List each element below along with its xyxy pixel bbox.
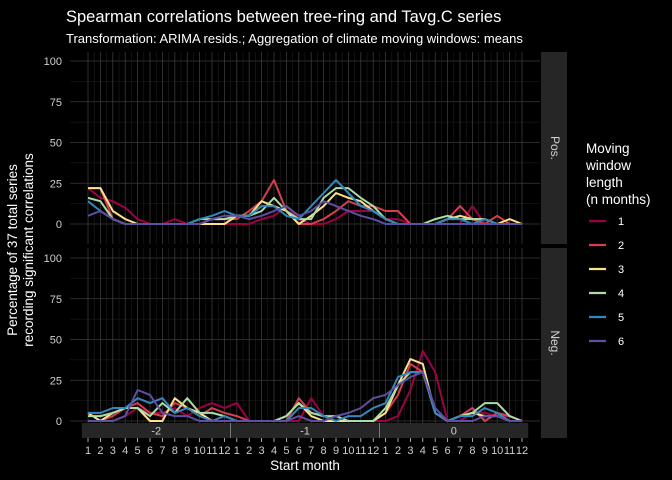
legend-items: 1 2 3 4 5 6 <box>589 216 624 348</box>
legend-label-6: 6 <box>618 336 624 348</box>
series-line-6-pos <box>87 200 522 225</box>
legend-label-2: 2 <box>618 240 624 252</box>
y-tick-label: 100 <box>44 56 62 68</box>
x-tick-label: 6 <box>147 445 153 457</box>
x-tick-label: 3 <box>407 445 413 457</box>
x-tick-label: 2 <box>246 445 252 457</box>
x-axis-ticks: 1 2 3 4 5 6 7 8 9 10 11 12 1 2 3 4 5 6 7 8 9 10 11 12 1 2 3 4 5 6 7 8 9 1… <box>85 438 528 457</box>
y-axis-label-line2: recording significant correlations <box>21 153 36 347</box>
facet-label-pos: Pos. <box>548 136 562 160</box>
year-group-band: -2 -1 0 <box>81 423 529 438</box>
year-group-label: 0 <box>451 426 457 438</box>
panel-neg-y-ticks: 0 25 50 75 100 <box>44 253 62 428</box>
x-tick-label: 10 <box>491 445 503 457</box>
legend-label-5: 5 <box>618 312 624 324</box>
year-group-label: -2 <box>151 426 161 438</box>
x-axis-label: Start month <box>270 458 340 473</box>
legend-title-line1: Moving <box>586 141 630 156</box>
facet-strip-neg <box>541 248 567 438</box>
x-tick-label: 1 <box>234 445 240 457</box>
y-tick-label: 0 <box>56 219 62 231</box>
x-tick-label: 8 <box>321 445 327 457</box>
x-tick-label: 5 <box>135 445 141 457</box>
y-tick-label: 50 <box>50 335 62 347</box>
panel-pos: 0 25 50 75 100 Pos. <box>44 52 567 244</box>
y-tick-label: 75 <box>50 294 62 306</box>
panel-neg-lines <box>87 349 523 422</box>
x-tick-label: 8 <box>469 445 475 457</box>
y-tick-label: 0 <box>56 416 62 428</box>
x-tick-label: 8 <box>172 445 178 457</box>
year-group-cell <box>379 423 529 438</box>
x-tick-label: 1 <box>85 445 91 457</box>
x-tick-label: 4 <box>420 445 426 457</box>
y-axis-label-line1: Percentage of 37 total series <box>5 164 20 336</box>
legend: Moving window length (n months) 1 2 3 4 5 6 <box>585 141 651 348</box>
x-tick-label: 6 <box>445 445 451 457</box>
x-tick-label: 10 <box>342 445 354 457</box>
x-tick-label: 6 <box>296 445 302 457</box>
x-tick-label: 4 <box>271 445 277 457</box>
x-tick-label: 7 <box>159 445 165 457</box>
x-tick-label: 1 <box>383 445 389 457</box>
x-tick-label: 11 <box>355 445 366 457</box>
y-tick-label: 100 <box>44 253 62 265</box>
legend-label-3: 3 <box>618 264 624 276</box>
x-tick-label: 2 <box>97 445 103 457</box>
legend-label-4: 4 <box>618 288 624 300</box>
x-tick-label: 11 <box>504 445 515 457</box>
x-tick-label: 4 <box>122 445 128 457</box>
x-tick-label: 3 <box>259 445 265 457</box>
panel-neg: 0 25 50 75 100 -2 -1 0 Neg. <box>44 248 567 438</box>
chart-subtitle: Transformation: ARIMA resids.; Aggregati… <box>66 31 523 46</box>
x-tick-label: 11 <box>206 445 217 457</box>
year-group-cell <box>81 423 231 438</box>
y-tick-label: 25 <box>50 178 62 190</box>
x-tick-label: 2 <box>395 445 401 457</box>
facet-strip-pos <box>541 52 567 244</box>
year-group-label: -1 <box>300 426 310 438</box>
legend-title-line2: window <box>585 158 631 173</box>
x-tick-label: 9 <box>482 445 488 457</box>
legend-label-1: 1 <box>618 216 624 228</box>
x-tick-label: 12 <box>218 445 230 457</box>
legend-title-line3: length <box>586 175 623 190</box>
x-tick-label: 5 <box>432 445 438 457</box>
panel-pos-lines <box>87 179 523 225</box>
x-tick-label: 9 <box>184 445 190 457</box>
x-tick-label: 12 <box>367 445 379 457</box>
y-tick-label: 25 <box>50 375 62 387</box>
series-line-6-neg <box>88 371 522 422</box>
x-tick-label: 10 <box>193 445 205 457</box>
x-tick-label: 9 <box>333 445 339 457</box>
y-tick-label: 50 <box>50 138 62 150</box>
year-group-cell <box>230 423 380 438</box>
facet-label-neg: Neg. <box>548 330 562 355</box>
x-tick-label: 7 <box>457 445 463 457</box>
x-tick-label: 7 <box>308 445 314 457</box>
legend-title-line4: (n months) <box>586 192 651 207</box>
x-tick-label: 5 <box>283 445 289 457</box>
y-tick-label: 75 <box>50 97 62 109</box>
x-tick-label: 12 <box>516 445 528 457</box>
x-tick-label: 3 <box>110 445 116 457</box>
panel-pos-y-ticks: 0 25 50 75 100 <box>44 56 62 231</box>
chart-title: Spearman correlations between tree-ring … <box>66 8 501 26</box>
